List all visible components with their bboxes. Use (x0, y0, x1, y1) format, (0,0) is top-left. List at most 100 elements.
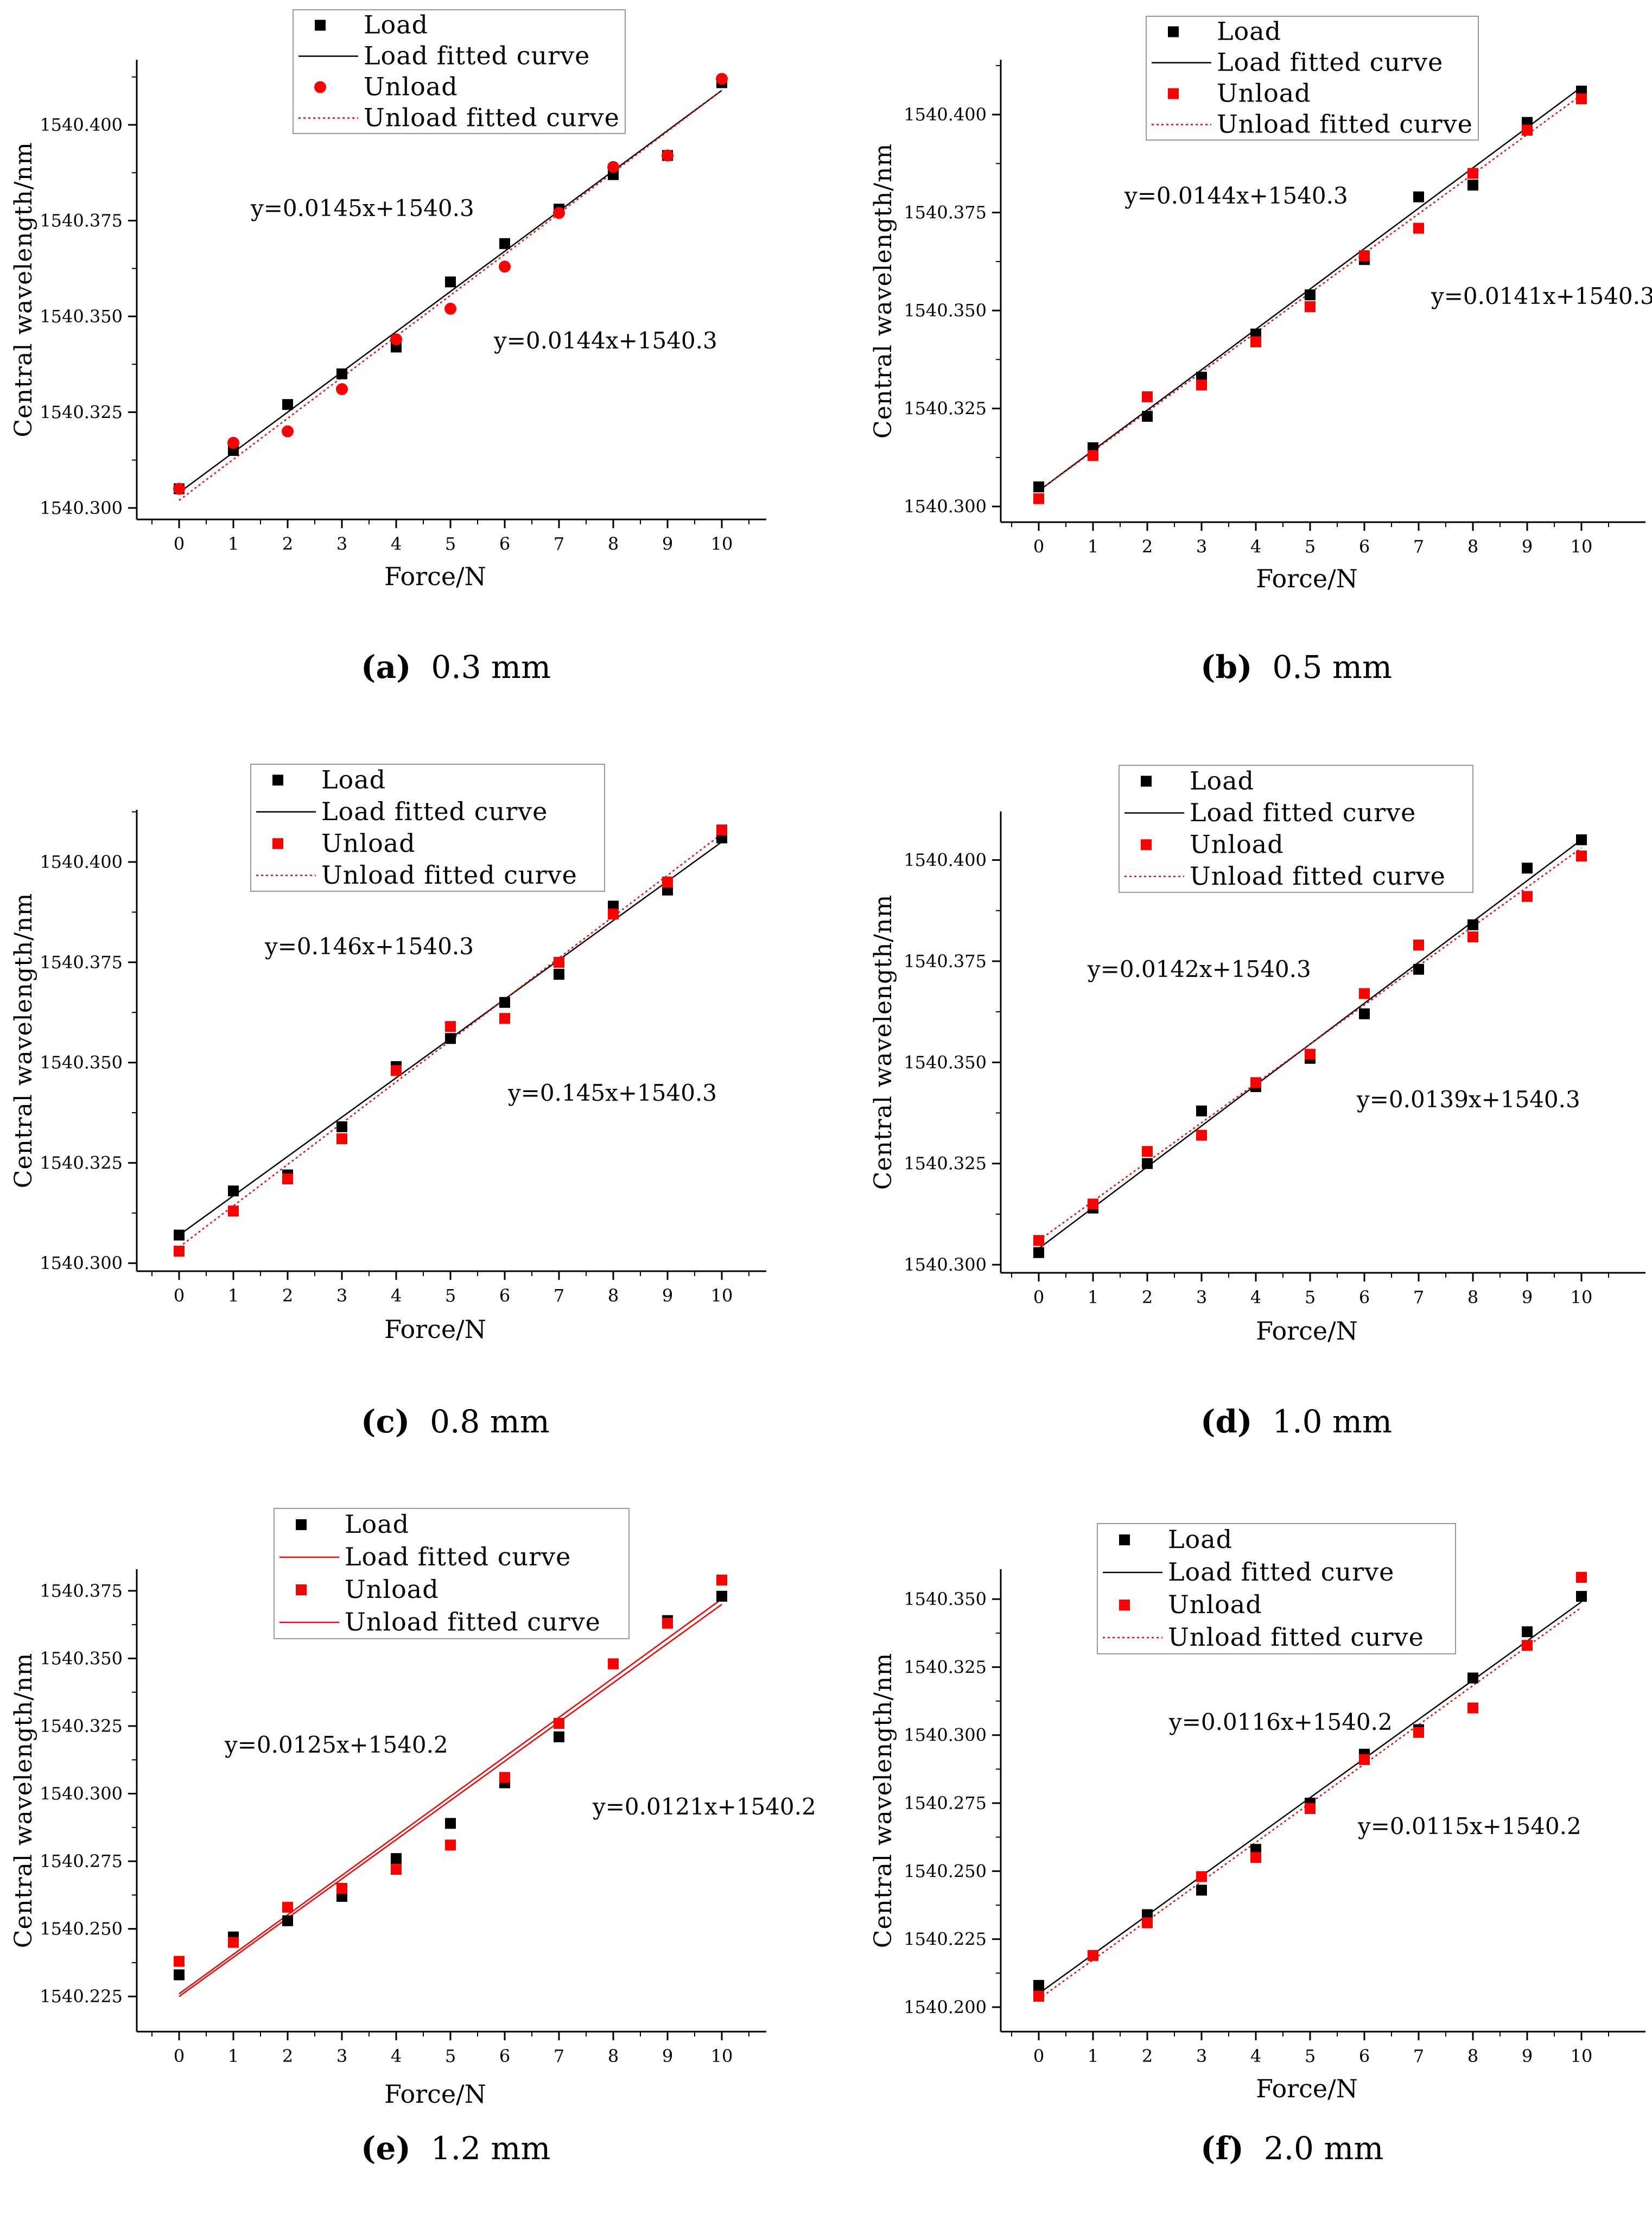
x-tick-label: 5 (1305, 536, 1316, 557)
x-axis-label: Force/N (1256, 1316, 1358, 1346)
y-tick-label: 1540.300 (904, 496, 987, 517)
unload-point (1250, 1077, 1261, 1088)
x-tick-label: 3 (336, 534, 347, 554)
caption-c: (c) 0.8 mm (361, 1403, 550, 1440)
load-point (1413, 191, 1424, 202)
unload-equation: y=0.0144x+1540.3 (493, 327, 717, 354)
unload-point (716, 73, 728, 85)
load-point (445, 1818, 456, 1829)
unload-point (662, 149, 673, 162)
load-point (1467, 180, 1478, 191)
unload-point (499, 1772, 510, 1783)
unload-fitted-line (179, 90, 722, 501)
unload-point (1033, 1235, 1044, 1246)
unload-point (1250, 1852, 1261, 1863)
chart-panel-e: 0 1 2 3 4 5 6 7 8 9 10 1540.225 1540.250 1540.275 1540… (0, 1476, 826, 2214)
legend-marker (1168, 88, 1179, 99)
x-tick-label: 8 (1467, 536, 1478, 557)
unload-point (228, 1206, 239, 1217)
unload-point (336, 1133, 347, 1145)
unload-fitted-line (1038, 1607, 1582, 2000)
unload-equation: y=0.0139x+1540.3 (1356, 1086, 1580, 1113)
x-tick-label: 5 (445, 534, 456, 554)
unload-point (1250, 336, 1261, 347)
x-tick-label: 5 (445, 1285, 456, 1306)
load-point (499, 238, 510, 249)
legend-label: Unload (321, 828, 416, 858)
load-fitted-line (179, 1598, 722, 1995)
x-tick-label: 9 (1522, 1287, 1533, 1308)
legend-marker (272, 775, 283, 786)
chart-panel-c: 0 1 2 3 4 5 6 7 8 9 10 1540.300 1540.325 1540.350 1540… (0, 749, 826, 1487)
x-tick-label: 9 (662, 1285, 673, 1306)
unload-fitted-line (1038, 847, 1582, 1241)
load-equation: y=0.0144x+1540.3 (1124, 182, 1348, 209)
unload-point (336, 1882, 347, 1894)
load-point (1576, 834, 1587, 846)
caption-a: (a) 0.3 mm (361, 649, 551, 686)
load-point (554, 969, 564, 980)
unload-point (1305, 1803, 1316, 1815)
y-axis-label: Central wavelength/nm (869, 895, 897, 1190)
load-equation: y=0.0116x+1540.2 (1168, 1709, 1393, 1735)
unload-point (1522, 124, 1533, 136)
y-tick-label: 1540.325 (904, 1657, 987, 1677)
x-tick-label: 0 (1033, 536, 1044, 557)
x-tick-label: 6 (499, 2046, 510, 2066)
unload-point (445, 1021, 456, 1032)
x-tick-label: 3 (1196, 2046, 1207, 2066)
unload-point (282, 1901, 293, 1913)
load-fitted-line (179, 90, 722, 493)
load-point (499, 997, 510, 1008)
legend-label: Unload fitted curve (1190, 861, 1446, 891)
unload-point (1305, 1049, 1316, 1060)
chart-b-svg: 0 1 2 3 4 5 6 7 8 9 10 1540.300 1540.325 1540.350 1540… (869, 16, 1652, 593)
y-tick-label: 1540.325 (40, 1716, 123, 1736)
x-tick-label: 0 (174, 1285, 185, 1306)
load-point (445, 1033, 456, 1044)
chart-f-svg: 0 1 2 3 4 5 6 7 8 9 10 1540.200 1540.225 1540.250 1540… (869, 1523, 1645, 2103)
load-point (282, 1915, 293, 1926)
legend-marker (1119, 1600, 1130, 1610)
x-tick-label: 7 (1413, 536, 1424, 557)
y-tick-label: 1540.300 (40, 1784, 123, 1804)
chart-panel-f: 0 1 2 3 4 5 6 7 8 9 10 1540.200 1540.225 1540.250 1540… (826, 1476, 1652, 2214)
load-point (1033, 1980, 1044, 1991)
y-tick-label: 1540.400 (40, 115, 123, 135)
unload-point (499, 1013, 510, 1024)
unload-point (1576, 93, 1587, 105)
y-tick-label: 1540.300 (40, 1253, 123, 1273)
unload-equation: y=0.0115x+1540.2 (1357, 1813, 1581, 1839)
unload-point (662, 877, 673, 888)
unload-fitted-line (179, 833, 722, 1248)
x-tick-label: 6 (499, 1285, 510, 1306)
load-point (716, 1590, 727, 1602)
unload-point (1196, 1130, 1207, 1141)
x-tick-label: 10 (1571, 2046, 1593, 2066)
y-tick-label: 1540.225 (40, 1986, 123, 2007)
load-point (174, 1969, 185, 1981)
legend-marker (296, 1584, 307, 1595)
unload-point (1467, 1702, 1478, 1714)
legend-marker (1141, 776, 1152, 787)
unload-point (282, 1173, 293, 1184)
y-tick-label: 1540.375 (40, 952, 123, 973)
unload-point (1305, 301, 1316, 312)
x-tick-label: 0 (174, 534, 185, 554)
x-axis-label: Force/N (1256, 564, 1358, 593)
legend-box (1119, 765, 1473, 893)
legend-label: Unload fitted curve (321, 860, 577, 890)
x-tick-label: 4 (391, 2046, 402, 2066)
x-tick-label: 7 (554, 2046, 564, 2066)
legend-box (293, 9, 626, 134)
unload-point (554, 1718, 564, 1729)
load-fitted-line (1038, 1601, 1582, 1994)
unload-equation: y=0.0121x+1540.2 (592, 1793, 816, 1820)
unload-point (662, 1617, 673, 1629)
load-point (1522, 862, 1533, 874)
x-tick-label: 2 (282, 1285, 293, 1306)
legend-box (1097, 1523, 1456, 1654)
x-tick-label: 4 (391, 1285, 402, 1306)
unload-point (608, 909, 619, 920)
y-tick-label: 1540.325 (904, 398, 987, 419)
